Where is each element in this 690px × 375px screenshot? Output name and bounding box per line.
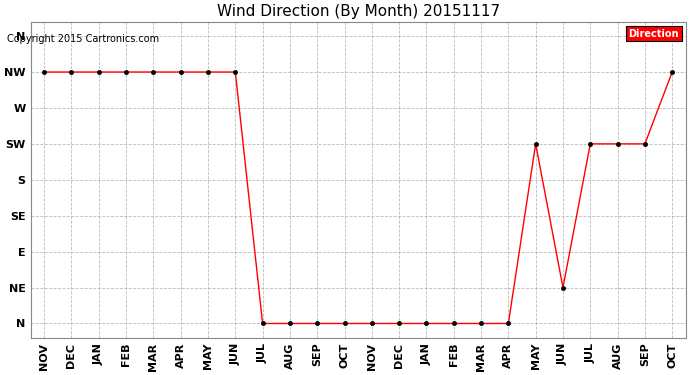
Text: Copyright 2015 Cartronics.com: Copyright 2015 Cartronics.com: [7, 34, 159, 44]
Title: Wind Direction (By Month) 20151117: Wind Direction (By Month) 20151117: [217, 4, 500, 19]
